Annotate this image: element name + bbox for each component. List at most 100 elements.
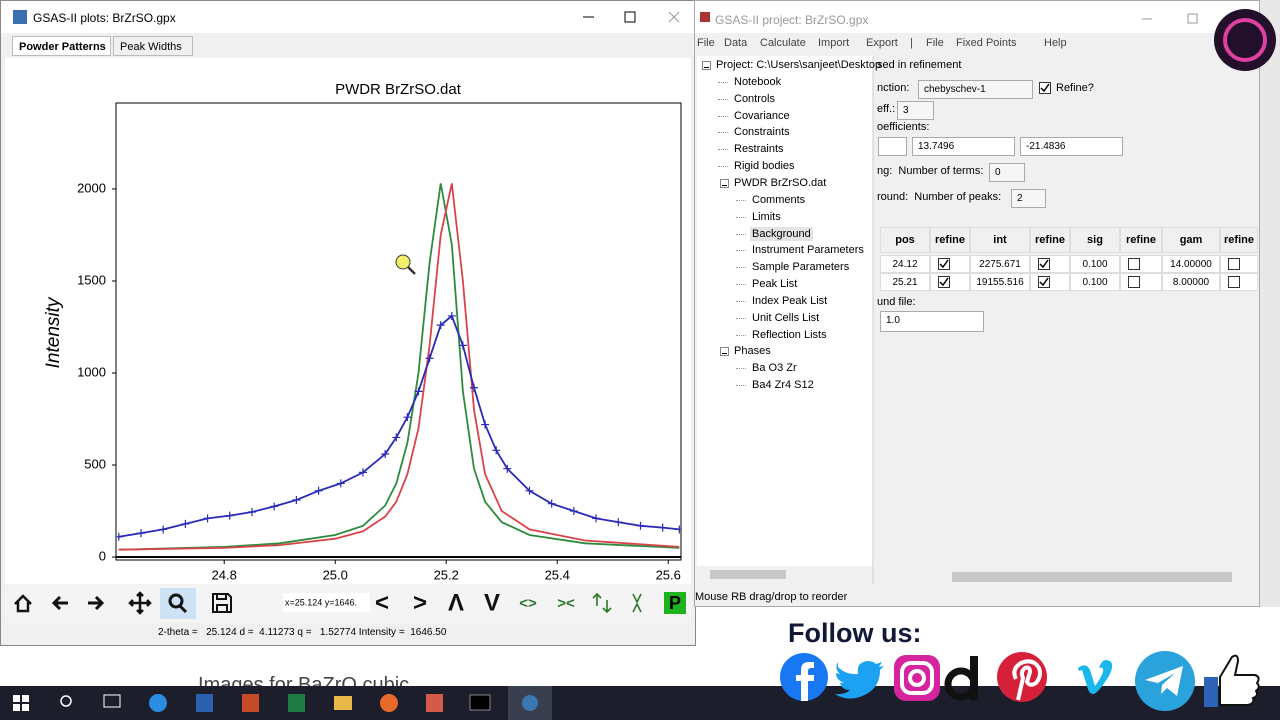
forward-button[interactable] xyxy=(88,595,105,611)
like-cuff[interactable] xyxy=(1204,677,1218,707)
tree-item[interactable]: Project: C:\Users\sanjeet\Desktop xyxy=(716,59,882,71)
input[interactable]: 1.0 xyxy=(880,311,984,332)
tree-item[interactable]: Limits xyxy=(752,210,781,223)
expander[interactable] xyxy=(720,347,729,357)
checkbox[interactable] xyxy=(1039,82,1051,94)
tree-item[interactable]: Constraints xyxy=(734,126,790,139)
expander[interactable] xyxy=(702,61,711,70)
table-cell[interactable]: 8.00000 xyxy=(1162,273,1220,291)
dropdown[interactable]: 0 xyxy=(989,163,1025,182)
search-button[interactable] xyxy=(60,695,72,707)
close[interactable] xyxy=(668,11,680,23)
table-cell[interactable]: 19155.516 xyxy=(970,273,1030,291)
menu-item[interactable]: Import xyxy=(818,37,850,49)
task-view[interactable] xyxy=(103,694,121,708)
toolbar-button[interactable]: > xyxy=(413,589,427,616)
tab[interactable]: Peak Widths xyxy=(113,36,193,56)
checkbox[interactable] xyxy=(938,258,950,270)
checkbox[interactable] xyxy=(1038,276,1050,288)
tree-item[interactable]: Restraints xyxy=(734,143,784,156)
tree-item[interactable]: Ba O3 Zr xyxy=(752,362,797,375)
tree-item[interactable]: Covariance xyxy=(734,109,790,122)
tree-item[interactable]: Phases xyxy=(734,345,771,358)
edge-icon[interactable] xyxy=(149,694,167,712)
tree-item[interactable]: Instrument Parameters xyxy=(752,244,864,257)
ppt-icon[interactable] xyxy=(242,694,259,712)
tree-item[interactable]: Controls xyxy=(734,92,775,105)
toolbar-button[interactable]: P xyxy=(669,593,681,613)
tree-item[interactable]: Comments xyxy=(752,193,806,206)
menu-item[interactable]: | xyxy=(910,37,913,49)
tree-item[interactable]: Sample Parameters xyxy=(752,261,850,274)
tree-item[interactable]: Index Peak List xyxy=(752,294,828,307)
twitter-icon[interactable] xyxy=(835,661,884,699)
table-cell[interactable] xyxy=(1120,273,1162,291)
tree-item[interactable]: Rigid bodies xyxy=(734,160,795,173)
table-cell[interactable]: 24.12 xyxy=(880,255,930,273)
menu-item[interactable]: Calculate xyxy=(760,37,806,49)
home-button[interactable] xyxy=(14,594,32,613)
tree-item[interactable]: PWDR BrZrSO.dat xyxy=(734,176,827,189)
checkbox[interactable] xyxy=(1128,258,1140,270)
menu-item[interactable]: Fixed Points xyxy=(956,37,1017,49)
pan-button[interactable] xyxy=(128,591,152,615)
dropdown[interactable]: 2 xyxy=(1011,189,1046,208)
table-cell[interactable] xyxy=(1120,255,1162,273)
start-button[interactable] xyxy=(13,695,29,711)
excel-icon[interactable] xyxy=(288,694,305,712)
table-cell[interactable] xyxy=(1030,273,1070,291)
app-icon[interactable] xyxy=(426,694,443,712)
expander[interactable] xyxy=(720,178,729,188)
menu-item[interactable]: Export xyxy=(866,37,898,49)
toolbar-button[interactable]: Λ xyxy=(448,589,464,616)
menu-item[interactable]: Help xyxy=(1044,37,1067,49)
table-cell[interactable] xyxy=(1030,255,1070,273)
toolbar-button[interactable]: <> xyxy=(519,595,537,612)
table-cell[interactable]: 0.100 xyxy=(1070,255,1120,273)
table-cell[interactable] xyxy=(930,255,970,273)
folder-icon[interactable] xyxy=(334,696,352,710)
tree-item[interactable]: Peak List xyxy=(752,278,798,291)
menu-item[interactable]: File xyxy=(697,37,715,49)
toolbar-button[interactable]: V xyxy=(484,589,500,616)
table-cell[interactable]: 14.00000 xyxy=(1162,255,1220,273)
tree-item[interactable]: Background xyxy=(750,226,813,241)
telegram-icon[interactable] xyxy=(1135,651,1195,711)
tab[interactable]: Powder Patterns xyxy=(12,36,111,56)
word-icon[interactable] xyxy=(196,694,213,712)
save-button[interactable] xyxy=(212,593,232,613)
tree-item[interactable]: Notebook xyxy=(734,75,782,88)
vimeo-icon[interactable] xyxy=(1078,660,1113,694)
checkbox[interactable] xyxy=(938,276,950,288)
tree-item[interactable]: Reflection Lists xyxy=(752,328,827,341)
back-button[interactable] xyxy=(51,595,68,611)
firefox-icon[interactable] xyxy=(380,694,398,712)
table-cell[interactable] xyxy=(930,273,970,291)
checkbox[interactable] xyxy=(1128,276,1140,288)
toolbar-button[interactable]: < xyxy=(375,589,389,616)
scroll-thumb[interactable] xyxy=(710,570,786,579)
input[interactable]: -21.4836 xyxy=(1020,137,1123,156)
dropdown[interactable]: 3 xyxy=(897,101,934,120)
python-icon[interactable] xyxy=(522,695,538,711)
checkbox[interactable] xyxy=(1228,276,1240,288)
input[interactable] xyxy=(878,137,907,156)
toolbar-button[interactable]: >< xyxy=(557,595,575,612)
menu-item[interactable]: File xyxy=(926,37,944,49)
dropdown[interactable]: chebyschev-1 xyxy=(918,80,1033,99)
checkbox[interactable] xyxy=(1038,258,1050,270)
offset-button[interactable] xyxy=(632,593,642,613)
input[interactable]: 13.7496 xyxy=(912,137,1015,156)
table-cell[interactable]: 0.100 xyxy=(1070,273,1120,291)
maximize[interactable] xyxy=(624,11,636,23)
maximize[interactable] xyxy=(1187,13,1198,24)
checkbox[interactable] xyxy=(1228,258,1240,270)
tree-item[interactable]: Ba4 Zr4 S12 xyxy=(752,379,814,392)
zoom-button[interactable] xyxy=(168,593,184,609)
tree-item[interactable]: Unit Cells List xyxy=(752,311,820,324)
table-cell[interactable]: 2275.671 xyxy=(970,255,1030,273)
table-cell[interactable]: 25.21 xyxy=(880,273,930,291)
scale-button[interactable] xyxy=(592,592,612,614)
terminal-icon[interactable] xyxy=(469,694,491,711)
menu-item[interactable]: Data xyxy=(724,37,748,49)
